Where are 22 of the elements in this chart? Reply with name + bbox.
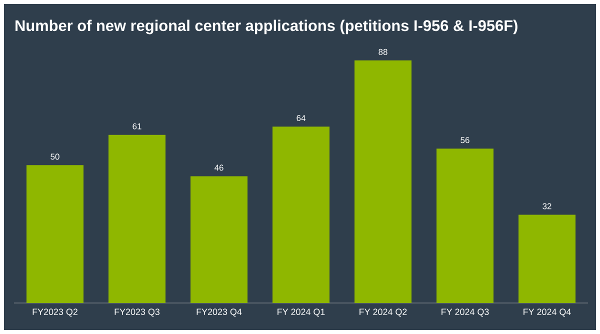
bar: [108, 134, 166, 303]
data-label: 50: [50, 154, 60, 160]
data-label: 56: [460, 137, 470, 144]
chart-title: Number of new regional center applications (petitions I-956 & I-956F): [16, 20, 518, 34]
bar: [518, 214, 576, 303]
data-label: 64: [296, 115, 306, 122]
x-tick-label: FY 2024 Q2: [360, 308, 407, 317]
data-label: 32: [542, 203, 552, 210]
data-label: 88: [378, 48, 388, 55]
x-tick-label: FY 2024 Q1: [278, 308, 325, 317]
data-label: 46: [214, 164, 224, 171]
x-tick-label: FY 2024 Q4: [524, 308, 571, 317]
bar: [190, 176, 248, 303]
x-tick-label: FY2023 Q2: [32, 308, 78, 317]
x-tick-label: FY2023 Q4: [196, 308, 242, 317]
data-label: 61: [132, 123, 142, 130]
bar: [436, 148, 494, 303]
x-tick-label: FY 2024 Q3: [442, 308, 489, 317]
bar: [26, 165, 84, 303]
x-tick-label: FY2023 Q3: [114, 308, 160, 317]
bar: [354, 60, 412, 303]
bar: [272, 126, 330, 303]
